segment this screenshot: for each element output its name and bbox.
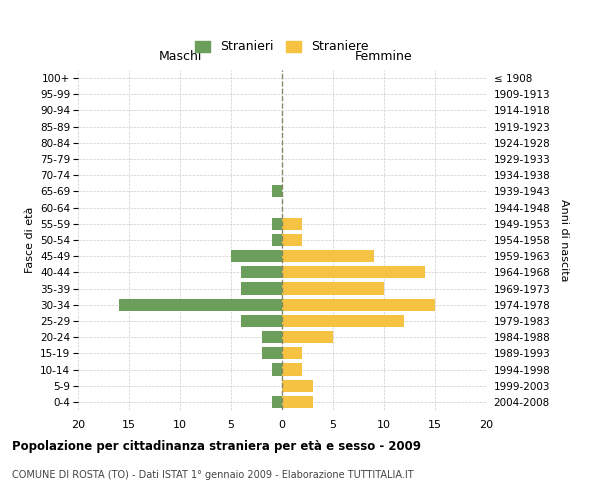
Text: Maschi: Maschi	[158, 50, 202, 63]
Legend: Stranieri, Straniere: Stranieri, Straniere	[190, 36, 374, 59]
Bar	[282, 315, 404, 327]
Bar	[272, 396, 282, 408]
Bar	[231, 250, 282, 262]
Bar	[282, 298, 435, 311]
Bar	[282, 250, 374, 262]
Text: COMUNE DI ROSTA (TO) - Dati ISTAT 1° gennaio 2009 - Elaborazione TUTTITALIA.IT: COMUNE DI ROSTA (TO) - Dati ISTAT 1° gen…	[12, 470, 413, 480]
Bar	[282, 364, 302, 376]
Bar	[282, 331, 333, 343]
Bar	[272, 364, 282, 376]
Bar	[262, 331, 282, 343]
Bar	[272, 186, 282, 198]
Bar	[282, 234, 302, 246]
Text: Femmine: Femmine	[355, 50, 413, 63]
Y-axis label: Anni di nascita: Anni di nascita	[559, 198, 569, 281]
Bar	[282, 348, 302, 360]
Bar	[262, 348, 282, 360]
Bar	[282, 266, 425, 278]
Text: Popolazione per cittadinanza straniera per età e sesso - 2009: Popolazione per cittadinanza straniera p…	[12, 440, 421, 453]
Bar	[272, 234, 282, 246]
Y-axis label: Fasce di età: Fasce di età	[25, 207, 35, 273]
Bar	[241, 315, 282, 327]
Bar	[272, 218, 282, 230]
Bar	[282, 218, 302, 230]
Bar	[241, 282, 282, 294]
Bar	[119, 298, 282, 311]
Bar	[282, 380, 313, 392]
Bar	[282, 282, 384, 294]
Bar	[282, 396, 313, 408]
Bar	[241, 266, 282, 278]
